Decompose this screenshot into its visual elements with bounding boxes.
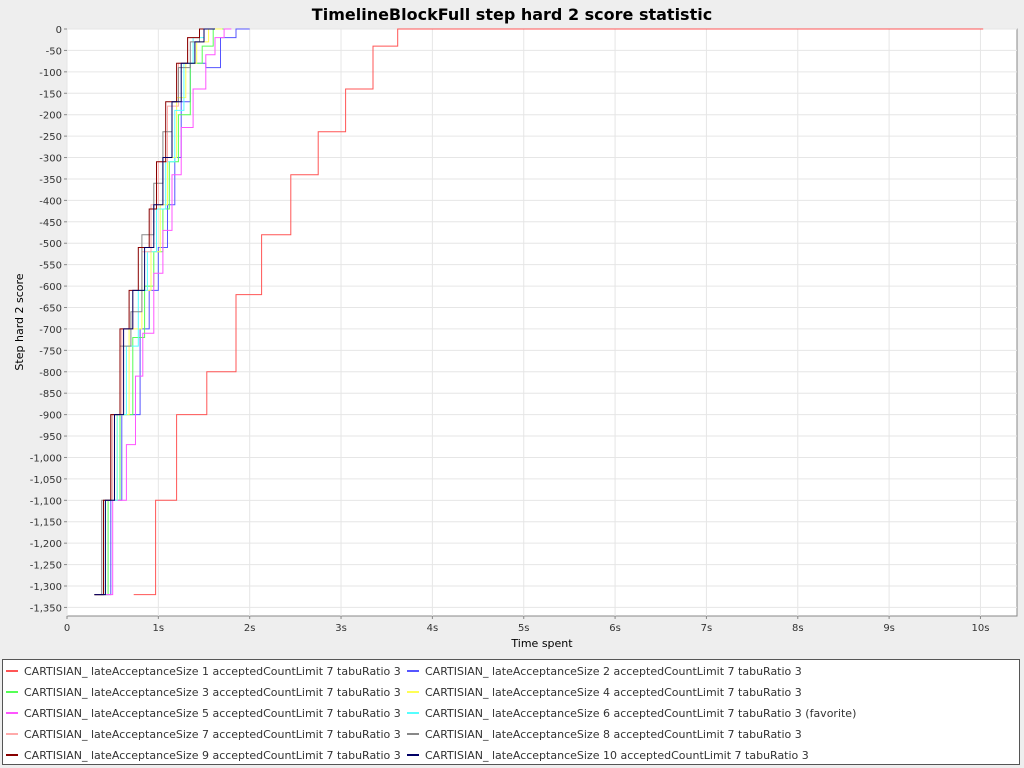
chart: TimelineBlockFull step hard 2 score stat… (13, 5, 1018, 650)
series-line-5 (94, 28, 232, 596)
y-tick-label: -750 (39, 346, 62, 357)
x-axis-label: Time spent (510, 637, 573, 650)
x-tick-label: 10s (971, 623, 989, 634)
legend-label: CARTISIAN_ lateAcceptanceSize 3 accepted… (24, 686, 401, 699)
legend-label: CARTISIAN_ lateAcceptanceSize 2 accepted… (425, 665, 802, 678)
legend-swatch (407, 691, 419, 693)
y-tick-label: -650 (39, 304, 62, 315)
y-tick-label: -250 (39, 132, 62, 143)
legend-swatch (6, 712, 18, 714)
legend-item: CARTISIAN_ lateAcceptanceSize 10 accepte… (407, 745, 809, 766)
legend-item: CARTISIAN_ lateAcceptanceSize 3 accepted… (6, 682, 401, 703)
x-tick-label: 6s (609, 623, 621, 634)
legend-swatch (407, 733, 419, 735)
series-line-1 (133, 28, 984, 596)
y-tick-label: -600 (39, 282, 62, 293)
y-tick-label: -950 (39, 432, 62, 443)
y-tick-label: -100 (39, 68, 62, 79)
y-tick-label: -850 (39, 389, 62, 400)
legend-swatch (407, 712, 419, 714)
chart-title: TimelineBlockFull step hard 2 score stat… (312, 5, 712, 24)
x-tick-label: 7s (701, 623, 713, 634)
legend-swatch (6, 733, 18, 735)
legend-item: CARTISIAN_ lateAcceptanceSize 5 accepted… (6, 703, 401, 724)
legend-swatch (407, 754, 419, 756)
y-tick-label: -900 (39, 411, 62, 422)
legend-label: CARTISIAN_ lateAcceptanceSize 1 accepted… (24, 665, 401, 678)
legend-label: CARTISIAN_ lateAcceptanceSize 6 accepted… (425, 707, 857, 720)
y-tick-label: -450 (39, 218, 62, 229)
series-line-9 (94, 28, 209, 596)
x-tick-label: 2s (244, 623, 256, 634)
y-tick-label: -1,000 (30, 453, 62, 464)
legend-item: CARTISIAN_ lateAcceptanceSize 1 accepted… (6, 661, 401, 682)
y-tick-label: -350 (39, 175, 62, 186)
y-tick-label: -1,050 (30, 475, 62, 486)
legend-label: CARTISIAN_ lateAcceptanceSize 9 accepted… (24, 749, 401, 762)
legend-item: CARTISIAN_ lateAcceptanceSize 8 accepted… (407, 724, 802, 745)
legend: CARTISIAN_ lateAcceptanceSize 1 accepted… (2, 659, 1020, 765)
legend-label: CARTISIAN_ lateAcceptanceSize 5 accepted… (24, 707, 401, 720)
plot-area (66, 28, 1018, 617)
y-tick-label: -700 (39, 325, 62, 336)
legend-swatch (6, 691, 18, 693)
legend-item: CARTISIAN_ lateAcceptanceSize 9 accepted… (6, 745, 401, 766)
legend-item: CARTISIAN_ lateAcceptanceSize 4 accepted… (407, 682, 802, 703)
legend-item: CARTISIAN_ lateAcceptanceSize 2 accepted… (407, 661, 802, 682)
y-tick-label: -1,200 (30, 539, 62, 550)
x-tick-label: 8s (792, 623, 804, 634)
x-tick-label: 5s (518, 623, 530, 634)
y-tick-label: -200 (39, 111, 62, 122)
y-tick-label: -300 (39, 154, 62, 165)
y-tick-label: -1,250 (30, 561, 62, 572)
x-tick-label: 4s (427, 623, 439, 634)
y-tick-label: -400 (39, 196, 62, 207)
y-tick-label: -800 (39, 368, 62, 379)
y-tick-label: -150 (39, 89, 62, 100)
x-tick-label: 3s (335, 623, 347, 634)
y-axis-label: Step hard 2 score (13, 273, 26, 370)
y-tick-label: -50 (46, 46, 62, 57)
y-tick-label: -1,350 (30, 603, 62, 614)
legend-item: CARTISIAN_ lateAcceptanceSize 7 accepted… (6, 724, 401, 745)
legend-swatch (6, 670, 18, 672)
legend-label: CARTISIAN_ lateAcceptanceSize 4 accepted… (425, 686, 802, 699)
x-tick-label: 0 (64, 623, 70, 634)
x-tick-label: 1s (153, 623, 165, 634)
legend-swatch (407, 670, 419, 672)
legend-label: CARTISIAN_ lateAcceptanceSize 7 accepted… (24, 728, 401, 741)
series-line-10 (94, 28, 215, 596)
x-tick-label: 9s (883, 623, 895, 634)
legend-label: CARTISIAN_ lateAcceptanceSize 8 accepted… (425, 728, 802, 741)
y-tick-label: 0 (56, 25, 62, 36)
legend-swatch (6, 754, 18, 756)
y-tick-label: -550 (39, 261, 62, 272)
y-tick-label: -1,100 (30, 496, 62, 507)
y-tick-label: -1,300 (30, 582, 62, 593)
y-tick-label: -1,150 (30, 518, 62, 529)
series-line-6 (94, 28, 214, 596)
legend-item: CARTISIAN_ lateAcceptanceSize 6 accepted… (407, 703, 856, 724)
legend-label: CARTISIAN_ lateAcceptanceSize 10 accepte… (425, 749, 809, 762)
y-tick-label: -500 (39, 239, 62, 250)
